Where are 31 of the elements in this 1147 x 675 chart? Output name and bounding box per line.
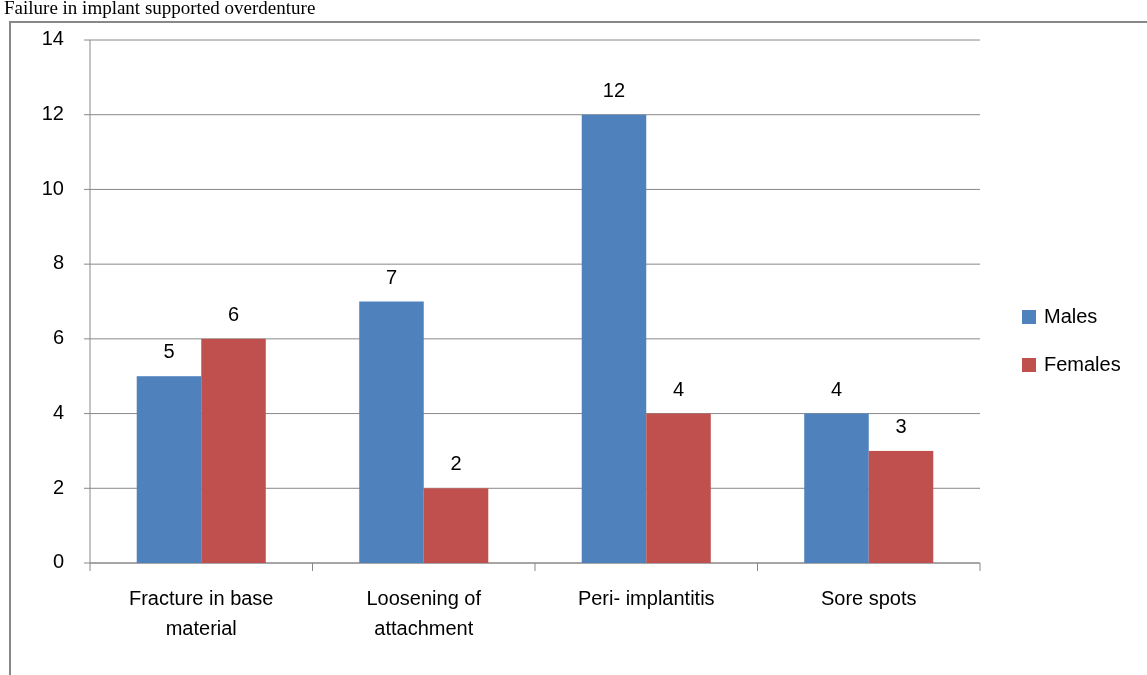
- bar: [646, 413, 711, 563]
- data-label: 4: [830, 377, 843, 400]
- data-label: 6: [227, 302, 240, 325]
- legend-label: Males: [1044, 305, 1098, 328]
- y-tick-label: 8: [52, 251, 64, 274]
- legend-label: Females: [1044, 353, 1121, 376]
- data-label: 4: [672, 377, 685, 400]
- bar: [423, 488, 489, 563]
- data-label: 3: [895, 414, 907, 437]
- y-tick-label: 0: [52, 550, 64, 573]
- bar: [136, 376, 202, 563]
- y-tick-label: 4: [52, 400, 64, 423]
- chart-title: Failure in implant supported overdenture: [4, 0, 316, 19]
- x-tick-label: Loosening of attachment: [366, 587, 482, 639]
- x-tick-label: Fracture in base material: [128, 587, 274, 639]
- data-label: 5: [163, 340, 175, 363]
- data-label: 2: [450, 452, 462, 475]
- y-tick-label: 10: [41, 176, 64, 199]
- y-tick-label: 14: [41, 27, 64, 50]
- bar: [201, 338, 266, 563]
- data-label: 12: [602, 78, 626, 101]
- x-tick-label: Peri- implantitis: [577, 587, 715, 609]
- y-tick-label: 6: [52, 326, 64, 349]
- bar: [804, 413, 869, 563]
- y-tick-label: 12: [41, 102, 64, 124]
- bar: [868, 450, 934, 563]
- data-label: 7: [385, 265, 398, 288]
- x-tick-label: Sore spots: [820, 587, 917, 609]
- bar: [359, 301, 424, 563]
- y-tick-label: 2: [52, 475, 64, 498]
- bar: [581, 114, 647, 563]
